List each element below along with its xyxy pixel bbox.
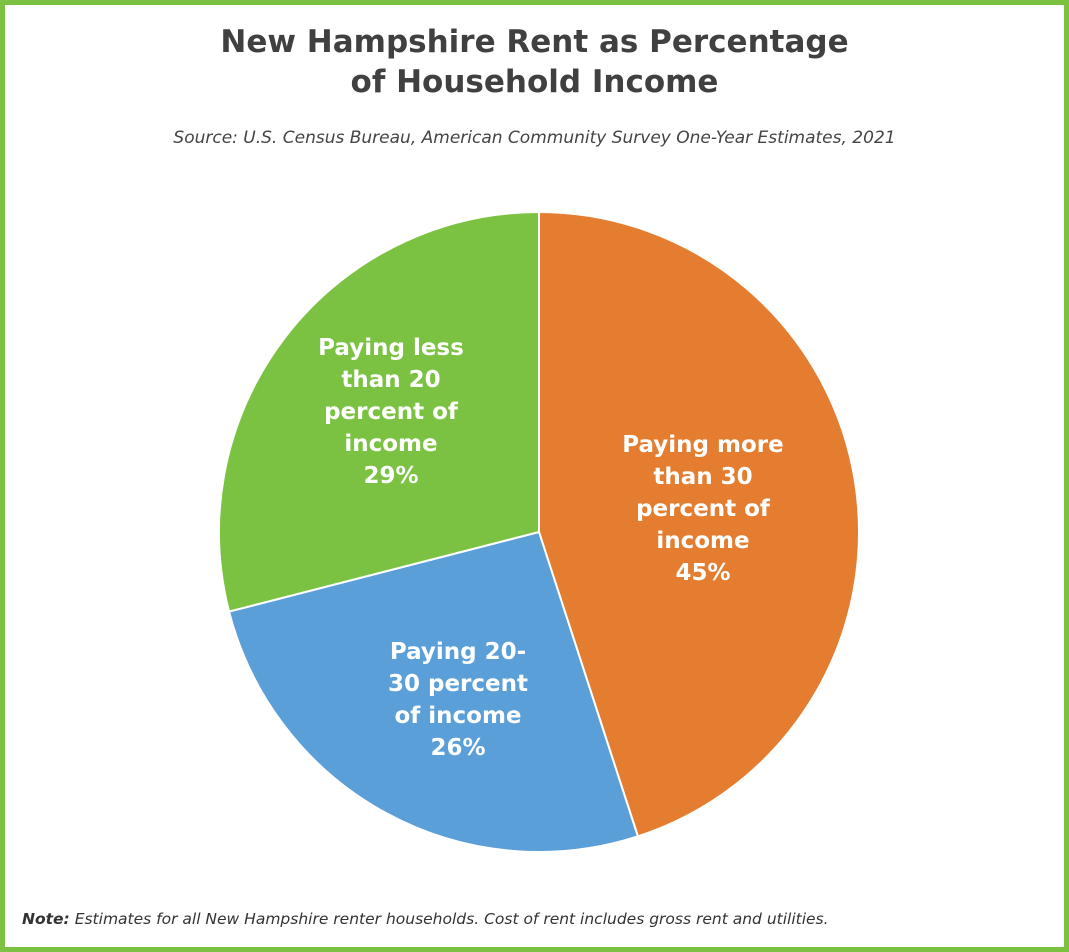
slice-label-0-line-4: 45% [675, 560, 730, 586]
slice-label-0: Paying more than 30 percent of income 45% [622, 432, 783, 586]
slice-label-1-line-1: 30 percent [388, 671, 528, 697]
slice-label-1: Paying 20- 30 percent of income 26% [388, 639, 528, 761]
chart-title: New Hampshire Rent as Percentage of Hous… [0, 22, 1069, 102]
slice-label-0-line-0: Paying more [622, 432, 783, 458]
slice-label-0-line-2: percent of [636, 496, 771, 522]
pie-slice-1 [227, 530, 640, 854]
note-label: Note: [22, 910, 70, 928]
slice-label-0-line-1: than 30 [653, 464, 752, 490]
chart-note: Note: Estimates for all New Hampshire re… [22, 910, 1057, 928]
slice-label-1-line-3: 26% [430, 735, 485, 761]
slice-label-2-line-2: percent of [324, 399, 459, 425]
pie-slice-0 [538, 210, 861, 838]
slice-label-2-line-1: than 20 [341, 367, 440, 393]
slice-label-0-line-3: income [656, 528, 749, 554]
slice-label-2-line-0: Paying less [318, 335, 464, 361]
slice-label-2: Paying less than 20 percent of income 29% [318, 335, 464, 489]
chart-title-line-1: New Hampshire Rent as Percentage [220, 24, 849, 60]
slice-label-1-line-0: Paying 20- [390, 639, 526, 665]
note-text: Estimates for all New Hampshire renter h… [74, 910, 829, 928]
chart-title-line-2: of Household Income [350, 64, 719, 100]
slice-label-1-line-2: of income [394, 703, 521, 729]
slice-label-2-line-4: 29% [363, 463, 418, 489]
pie-slice-2 [218, 210, 540, 613]
chart-source: Source: U.S. Census Bureau, American Com… [173, 128, 896, 148]
slice-label-2-line-3: income [344, 431, 437, 457]
